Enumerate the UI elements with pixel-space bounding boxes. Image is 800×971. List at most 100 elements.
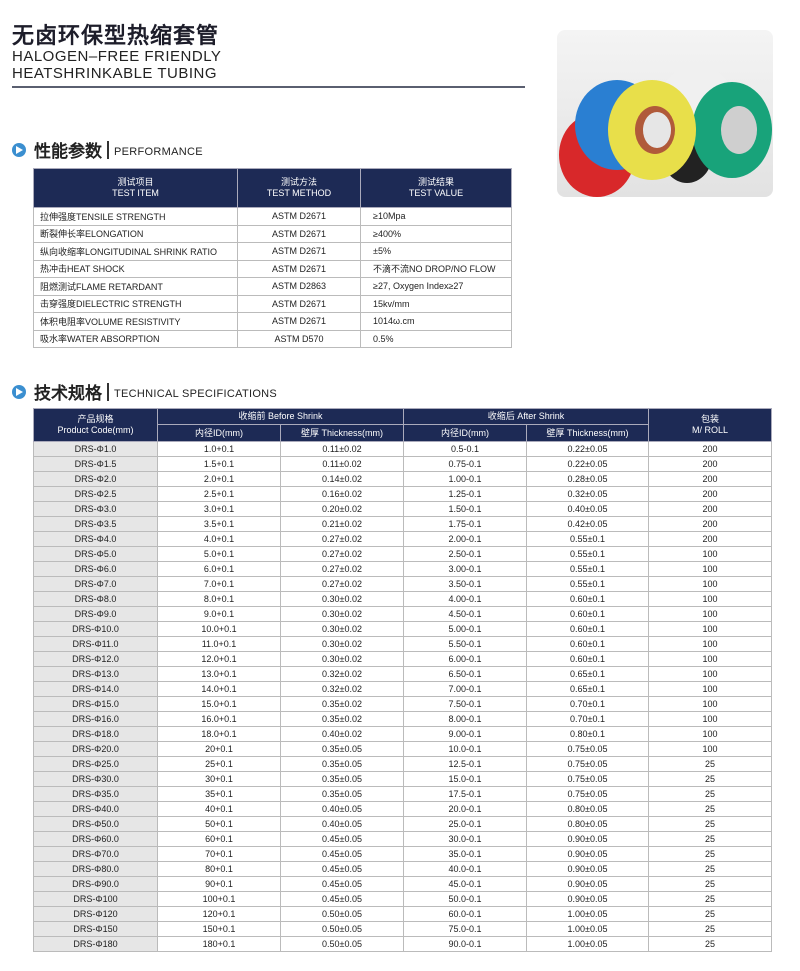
after-id-cell: 6.00-0.1: [403, 651, 527, 667]
section-title-cn: 性能参数: [34, 142, 102, 162]
packing-cell: 25: [648, 786, 772, 802]
after-id-cell: 7.50-0.1: [403, 696, 527, 712]
header-after-thickness: 壁厚 Thickness(mm): [526, 424, 649, 442]
test-method-cell: ASTM D2671: [237, 294, 361, 313]
after-id-cell: 3.50-0.1: [403, 576, 527, 592]
test-method-cell: ASTM D2671: [237, 259, 361, 278]
header-after-id: 内径ID(mm): [403, 424, 527, 442]
product-code-cell: DRS-Φ4.0: [33, 531, 158, 547]
after-id-cell: 90.0-0.1: [403, 936, 527, 952]
product-code-cell: DRS-Φ15.0: [33, 696, 158, 712]
table-row: DRS-Φ10.0 10.0+0.1 0.30±0.02 5.00-0.1 0.60±0…: [33, 621, 772, 637]
before-thickness-cell: 0.30±0.02: [280, 606, 404, 622]
packing-cell: 25: [648, 816, 772, 832]
product-code-cell: DRS-Φ18.0: [33, 726, 158, 742]
before-id-cell: 40+0.1: [157, 801, 281, 817]
before-id-cell: 180+0.1: [157, 936, 281, 952]
table-row: DRS-Φ2.5 2.5+0.1 0.16±0.02 1.25-0.1 0.32±0.0…: [33, 486, 772, 502]
after-id-cell: 75.0-0.1: [403, 921, 527, 937]
after-id-cell: 1.25-0.1: [403, 486, 527, 502]
packing-cell: 100: [648, 726, 772, 742]
before-id-cell: 3.0+0.1: [157, 501, 281, 517]
header-test-method: 测试方法 TEST METHOD: [237, 168, 361, 208]
before-thickness-cell: 0.30±0.02: [280, 636, 404, 652]
packing-cell: 100: [648, 546, 772, 562]
test-method-cell: ASTM D2671: [237, 224, 361, 243]
header-test-item: 测试项目 TEST ITEM: [33, 168, 238, 208]
after-id-cell: 3.00-0.1: [403, 561, 527, 577]
after-thickness-cell: 0.22±0.05: [526, 441, 649, 457]
after-id-cell: 4.00-0.1: [403, 591, 527, 607]
table-row: DRS-Φ120 120+0.1 0.50±0.05 60.0-0.1 1.00±0.0…: [33, 906, 772, 922]
header-test-value: 测试结果 TEST VALUE: [360, 168, 512, 208]
packing-cell: 200: [648, 516, 772, 532]
before-thickness-cell: 0.30±0.02: [280, 591, 404, 607]
before-thickness-cell: 0.35±0.05: [280, 771, 404, 787]
header-en: TEST VALUE: [408, 188, 464, 198]
packing-cell: 100: [648, 621, 772, 637]
after-thickness-cell: 0.75±0.05: [526, 741, 649, 757]
after-thickness-cell: 0.55±0.1: [526, 561, 649, 577]
table-row: 拉伸强度TENSILE STRENGTH ASTM D2671 ≥10Mpa: [33, 207, 512, 226]
specifications-heading: 技术规格 TECHNICAL SPECIFICATIONS: [12, 379, 277, 404]
test-method-cell: ASTM D2671: [237, 242, 361, 261]
table-row: DRS-Φ1.5 1.5+0.1 0.11±0.02 0.75-0.1 0.22±0.0…: [33, 456, 772, 472]
product-code-cell: DRS-Φ14.0: [33, 681, 158, 697]
product-code-cell: DRS-Φ30.0: [33, 771, 158, 787]
product-code-cell: DRS-Φ120: [33, 906, 158, 922]
header-product-code: 产品规格 Product Code(mm): [33, 408, 158, 442]
packing-cell: 100: [648, 606, 772, 622]
test-value-cell: 1014ω.cm: [360, 312, 512, 331]
packing-cell: 25: [648, 891, 772, 907]
product-code-cell: DRS-Φ35.0: [33, 786, 158, 802]
table-row: DRS-Φ18.0 18.0+0.1 0.40±0.02 9.00-0.1 0.80±0…: [33, 726, 772, 742]
after-id-cell: 2.50-0.1: [403, 546, 527, 562]
table-row: DRS-Φ7.0 7.0+0.1 0.27±0.02 3.50-0.1 0.55±0.1…: [33, 576, 772, 592]
test-value-cell: 15kv/mm: [360, 294, 512, 313]
before-thickness-cell: 0.50±0.05: [280, 921, 404, 937]
packing-cell: 25: [648, 771, 772, 787]
after-id-cell: 5.00-0.1: [403, 621, 527, 637]
after-id-cell: 2.00-0.1: [403, 531, 527, 547]
table-row: DRS-Φ11.0 11.0+0.1 0.30±0.02 5.50-0.1 0.60±0…: [33, 636, 772, 652]
after-thickness-cell: 0.70±0.1: [526, 696, 649, 712]
packing-cell: 200: [648, 441, 772, 457]
after-id-cell: 35.0-0.1: [403, 846, 527, 862]
before-id-cell: 16.0+0.1: [157, 711, 281, 727]
divider: [12, 86, 525, 88]
before-thickness-cell: 0.11±0.02: [280, 441, 404, 457]
product-code-cell: DRS-Φ150: [33, 921, 158, 937]
title-en: HALOGEN–FREE FRIENDLY HEATSHRINKABLE TUB…: [12, 48, 221, 82]
title-cn: 无卤环保型热缩套管: [12, 24, 220, 49]
product-code-cell: DRS-Φ20.0: [33, 741, 158, 757]
before-thickness-cell: 0.27±0.02: [280, 531, 404, 547]
table-row: DRS-Φ14.0 14.0+0.1 0.32±0.02 7.00-0.1 0.65±0…: [33, 681, 772, 697]
before-thickness-cell: 0.27±0.02: [280, 546, 404, 562]
packing-cell: 200: [648, 531, 772, 547]
after-thickness-cell: 0.70±0.1: [526, 711, 649, 727]
title-en-line-2: HEATSHRINKABLE TUBING: [12, 65, 217, 82]
table-row: 吸水率WATER ABSORPTION ASTM D570 0.5%: [33, 329, 512, 348]
after-id-cell: 10.0-0.1: [403, 741, 527, 757]
table-row: DRS-Φ6.0 6.0+0.1 0.27±0.02 3.00-0.1 0.55±0.1…: [33, 561, 772, 577]
before-thickness-cell: 0.50±0.05: [280, 936, 404, 952]
table-row: DRS-Φ8.0 8.0+0.1 0.30±0.02 4.00-0.1 0.60±0.1…: [33, 591, 772, 607]
section-title-cn: 技术规格: [34, 384, 102, 404]
after-id-cell: 20.0-0.1: [403, 801, 527, 817]
after-id-cell: 25.0-0.1: [403, 816, 527, 832]
test-method-cell: ASTM D2671: [237, 207, 361, 226]
specifications-table: 产品规格 Product Code(mm) 收缩前 Before Shrink 收…: [33, 408, 772, 952]
product-code-cell: DRS-Φ7.0: [33, 576, 158, 592]
header-cn: 测试方法: [280, 177, 317, 187]
before-id-cell: 90+0.1: [157, 876, 281, 892]
before-thickness-cell: 0.20±0.02: [280, 501, 404, 517]
product-code-cell: DRS-Φ16.0: [33, 711, 158, 727]
after-thickness-cell: 1.00±0.05: [526, 906, 649, 922]
product-code-cell: DRS-Φ9.0: [33, 606, 158, 622]
test-value-cell: ≥27, Oxygen Index≥27: [360, 277, 512, 296]
product-code-cell: DRS-Φ3.5: [33, 516, 158, 532]
test-item-cell: 吸水率WATER ABSORPTION: [33, 329, 238, 348]
product-code-cell: DRS-Φ5.0: [33, 546, 158, 562]
before-thickness-cell: 0.32±0.02: [280, 666, 404, 682]
